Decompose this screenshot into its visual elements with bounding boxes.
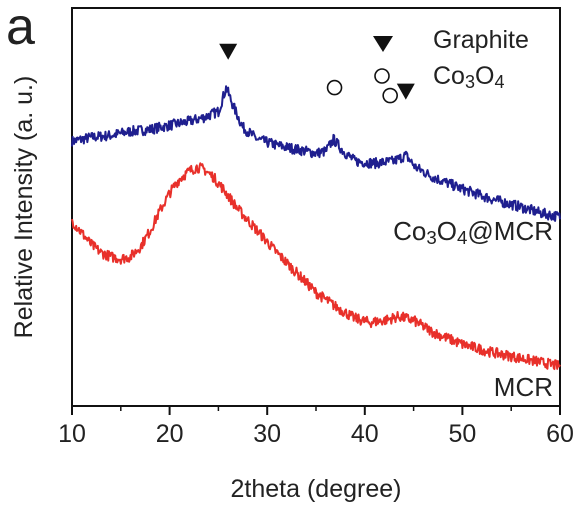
series-label-mcr: MCR (494, 372, 553, 402)
x-tick-labels: 10 20 30 40 50 60 (58, 420, 574, 448)
co3o4-peak-marker (326, 79, 343, 96)
x-tick-label: 40 (351, 420, 379, 448)
graphite-legend-icon (373, 36, 393, 52)
graphite-peak-marker (396, 83, 415, 100)
x-tick-label: 60 (546, 420, 574, 448)
x-axis-label: 2theta (degree) (231, 475, 402, 503)
legend-label-graphite: Graphite (433, 26, 529, 54)
co3o4-peak-marker (382, 87, 398, 104)
series-line-co3o4-mcr (71, 85, 561, 222)
series-line-mcr (71, 162, 561, 371)
x-tick-label: 10 (58, 420, 86, 448)
legend: Graphite Co3O4 (373, 26, 529, 92)
graphite-peak-marker (219, 43, 238, 60)
x-tick-label: 20 (156, 420, 184, 448)
x-tick-label: 50 (448, 420, 476, 448)
y-axis-label: Relative Intensity (a. u.) (10, 76, 38, 339)
series-layer (71, 85, 561, 371)
co3o4-legend-icon (374, 68, 390, 84)
panel-label: a (6, 0, 35, 56)
series-label-co3o4-mcr: Co3O4@MCR (393, 216, 553, 248)
x-ticks (71, 406, 561, 415)
legend-label-co3o4: Co3O4 (433, 62, 504, 92)
peak-markers (219, 43, 415, 104)
x-tick-label: 30 (253, 420, 281, 448)
